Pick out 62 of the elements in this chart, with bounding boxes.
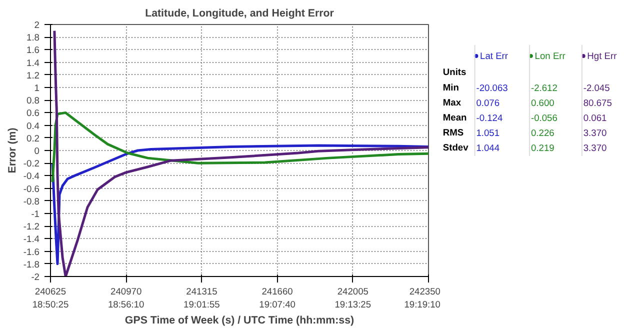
text: Stdev xyxy=(442,142,470,152)
text: RMS xyxy=(442,127,464,138)
y-tick-label: 1.4 xyxy=(26,58,40,68)
y-tick-label: 0.8 xyxy=(26,96,40,106)
legend-label: Lon Err xyxy=(534,51,566,61)
text: 0.600 xyxy=(530,98,554,108)
legend-label: Lat Err xyxy=(480,51,508,61)
text: -0.056 xyxy=(530,112,558,123)
text: 0.076 xyxy=(476,98,500,108)
x2-tick-label: 19:19:10 xyxy=(404,300,440,310)
text: 0.219 xyxy=(530,142,554,153)
x-tick-label: 240625 xyxy=(34,286,66,296)
text: 3.370 xyxy=(583,142,607,153)
y-tick-label: 1 xyxy=(34,83,40,93)
text: -20.063 xyxy=(476,83,508,93)
y-tick-label: -1.8 xyxy=(23,259,40,270)
y-tick-label: 1.2 xyxy=(26,70,40,80)
y-tick-label: 1.8 xyxy=(26,32,40,43)
y-tick-label: -0.2 xyxy=(23,158,40,169)
x-tick-label: 242005 xyxy=(337,286,368,296)
y-tick-label: 2 xyxy=(34,20,40,30)
y-tick-label: 0.4 xyxy=(26,120,40,131)
text: -2.612 xyxy=(530,83,558,93)
x2-tick-label: 18:50:25 xyxy=(32,300,69,310)
x-tick-label: 242350 xyxy=(409,286,441,296)
y-tick-label: 0.2 xyxy=(26,133,40,144)
y-tick-label: -1.4 xyxy=(23,234,40,244)
line-series xyxy=(53,30,428,276)
x2-tick-label: 18:56:10 xyxy=(108,300,144,310)
text: 1.044 xyxy=(476,142,500,153)
line-series xyxy=(51,111,428,184)
text: 1.051 xyxy=(476,128,500,138)
y-tick-label: -1.2 xyxy=(23,222,40,232)
x-tick-label: 240970 xyxy=(110,286,142,296)
y-tick-label: -2 xyxy=(31,272,40,282)
x2-tick-label: 19:13:25 xyxy=(334,300,372,310)
x-tick-label: 241315 xyxy=(186,286,218,296)
text: Mean xyxy=(442,112,468,122)
y-tick-label: -1.6 xyxy=(23,246,40,257)
y-tick-label: 1.6 xyxy=(26,45,40,56)
x-tick-label: 241660 xyxy=(262,286,293,296)
legend-label: Hgt Err xyxy=(587,51,617,61)
x2-tick-label: 19:01:55 xyxy=(184,300,220,310)
text: 0.061 xyxy=(583,112,607,123)
x-axis-title: GPS Time of Week (s) / UTC Time (hh:mm:ss) xyxy=(124,314,355,326)
text: 0.226 xyxy=(530,128,554,138)
y-tick-label: -0.4 xyxy=(23,171,40,182)
y-tick-label: 0 xyxy=(34,146,40,156)
text: 3.370 xyxy=(583,128,607,138)
y-tick-label: -0.6 xyxy=(23,184,40,194)
y-tick-label: 0.6 xyxy=(26,108,40,118)
chart-title: Latitude, Longitude, and Height Error xyxy=(145,8,334,20)
text: -0.124 xyxy=(476,112,503,123)
text: -2.045 xyxy=(583,83,610,93)
text: 80.675 xyxy=(583,98,612,108)
x2-tick-label: 19:07:40 xyxy=(259,300,296,310)
y-axis-title: Error (m) xyxy=(6,127,18,174)
y-tick-label: -1 xyxy=(31,209,40,219)
text: Units xyxy=(442,66,466,77)
text: Min xyxy=(442,82,460,92)
text: Max xyxy=(442,97,462,108)
y-tick-label: -0.8 xyxy=(23,196,40,206)
